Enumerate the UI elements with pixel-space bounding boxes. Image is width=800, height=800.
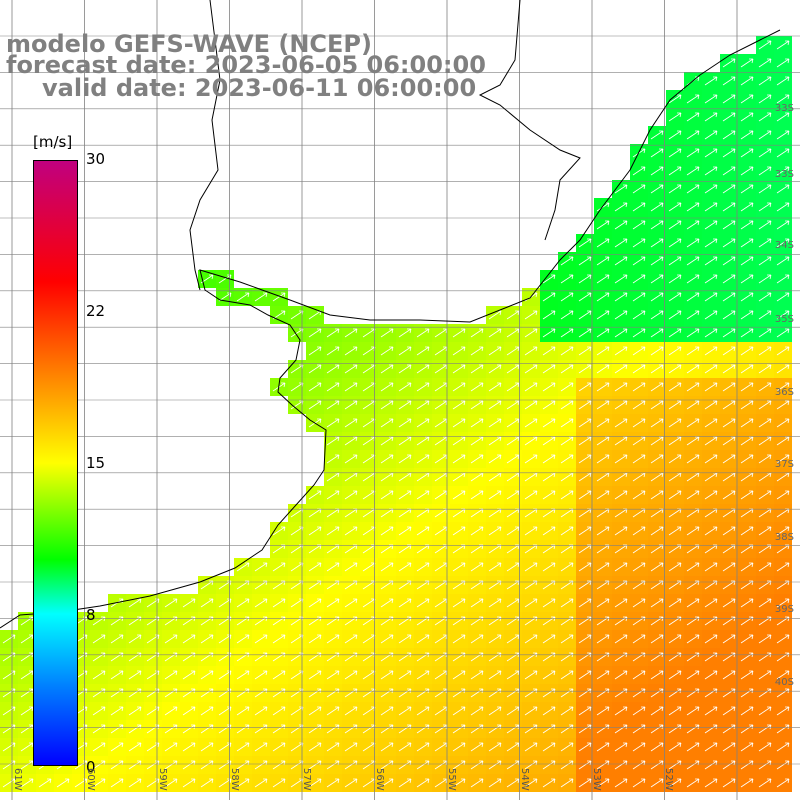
country-border xyxy=(189,0,221,291)
lat-label-35s: 35S xyxy=(774,314,794,325)
lat-label-39s: 39S xyxy=(774,604,794,615)
lon-label-53w: 53W xyxy=(591,768,602,791)
colorbar-tick-15: 15 xyxy=(86,454,106,472)
lon-label-52w: 52W xyxy=(663,768,674,791)
model-title: modelo GEFS-WAVE (NCEP) xyxy=(6,30,372,58)
colorbar-unit: [m/s] xyxy=(33,133,73,151)
colorbar-tick-0: 0 xyxy=(86,758,96,776)
wind-arrows xyxy=(2,40,790,788)
wind-speed-cells xyxy=(0,36,792,792)
valid-date: valid date: 2023-06-11 06:00:00 xyxy=(42,74,477,102)
colorbar-tick-30: 30 xyxy=(86,150,106,168)
colorbar-tick-22: 22 xyxy=(86,302,106,320)
lat-label-34s: 34S xyxy=(774,240,794,251)
lon-label-56w: 56W xyxy=(374,768,385,791)
lat-label-33s-b: 33S xyxy=(774,169,794,180)
colorbar-tick-8: 8 xyxy=(86,606,96,624)
lat-label-33s: 33S xyxy=(774,103,794,114)
lon-label-54w: 54W xyxy=(519,768,530,791)
lat-label-36s: 36S xyxy=(774,387,794,398)
lat-label-37s: 37S xyxy=(774,459,794,470)
lat-label-40s: 40S xyxy=(774,677,794,688)
colorbar xyxy=(33,160,78,766)
lon-label-55w: 55W xyxy=(446,768,457,791)
lon-label-61w: 61W xyxy=(12,768,23,791)
coastline xyxy=(0,29,781,629)
lon-label-58w: 58W xyxy=(229,768,240,791)
forecast-date: forecast date: 2023-06-05 06:00:00 xyxy=(6,51,486,79)
country-border-east xyxy=(478,0,581,241)
lat-label-38s: 38S xyxy=(774,532,794,543)
lon-label-60w: 60W xyxy=(85,768,96,791)
lon-label-57w: 57W xyxy=(301,768,312,791)
lon-label-59w: 59W xyxy=(157,768,168,791)
